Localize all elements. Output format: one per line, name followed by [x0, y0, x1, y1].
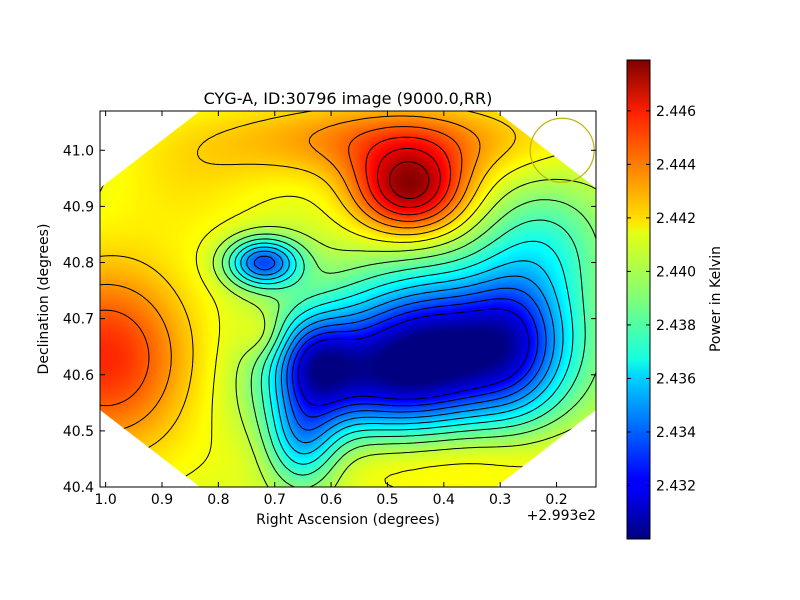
contour-line-3 — [246, 250, 555, 444]
plot-frame — [99, 110, 597, 488]
colorbar-tick-label: 2.436 — [656, 371, 696, 387]
colorbar-tick-label: 2.432 — [656, 478, 696, 494]
x-tick-label: 0.4 — [433, 492, 455, 508]
y-tick-label: 40.5 — [63, 424, 94, 440]
contour-line-12 — [100, 126, 463, 407]
contour-line-15 — [389, 161, 430, 199]
colorbar-tick-label: 2.440 — [656, 264, 696, 280]
x-tick-label: 0.5 — [376, 492, 398, 508]
colorbar-tick-label: 2.438 — [656, 318, 696, 334]
contour-line-0 — [297, 308, 530, 407]
colorbar-tick-label: 2.442 — [656, 211, 696, 227]
contour-line-8 — [212, 178, 596, 487]
x-tick-label: 0.7 — [264, 492, 286, 508]
colorbar-label: Power in Kelvin — [708, 246, 724, 352]
chart-title: CYG-A, ID:30796 image (9000.0,RR) — [204, 89, 493, 108]
contour-line-2 — [253, 255, 547, 431]
colorbar-tick-label: 2.446 — [656, 104, 696, 120]
colorbar-tick-label: 2.434 — [656, 425, 696, 441]
y-tick-label: 41.0 — [63, 143, 94, 159]
colorbar-tick-label: 2.444 — [656, 157, 696, 173]
heatmap-image — [100, 111, 596, 487]
contour-line-1 — [291, 298, 539, 418]
contour-line-13 — [365, 136, 451, 216]
x-tick-label: 0.8 — [207, 492, 229, 508]
y-tick-label: 40.9 — [63, 199, 94, 215]
contour-line-14 — [377, 148, 441, 208]
x-tick-label: 0.6 — [320, 492, 342, 508]
contour-line-7 — [221, 199, 596, 487]
y-tick-label: 40.7 — [63, 312, 94, 328]
contour-line-4 — [240, 246, 564, 455]
x-axis-label: Right Ascension (degrees) — [256, 512, 440, 528]
y-tick-label: 40.6 — [63, 368, 94, 384]
y-axis-label: Declination (degrees) — [36, 224, 52, 375]
colorbar — [626, 59, 651, 540]
y-tick-label: 40.4 — [63, 480, 94, 496]
x-tick-label: 0.3 — [489, 492, 511, 508]
contour-line-6 — [228, 219, 586, 476]
x-tick-label: 1.0 — [95, 492, 117, 508]
y-tick-label: 40.8 — [63, 256, 94, 272]
x-offset-label: +2.993e2 — [527, 508, 596, 524]
contour-line-5 — [234, 240, 574, 465]
heatmap-area — [100, 111, 596, 487]
x-tick-label: 0.2 — [545, 492, 567, 508]
x-tick-label: 0.9 — [151, 492, 173, 508]
